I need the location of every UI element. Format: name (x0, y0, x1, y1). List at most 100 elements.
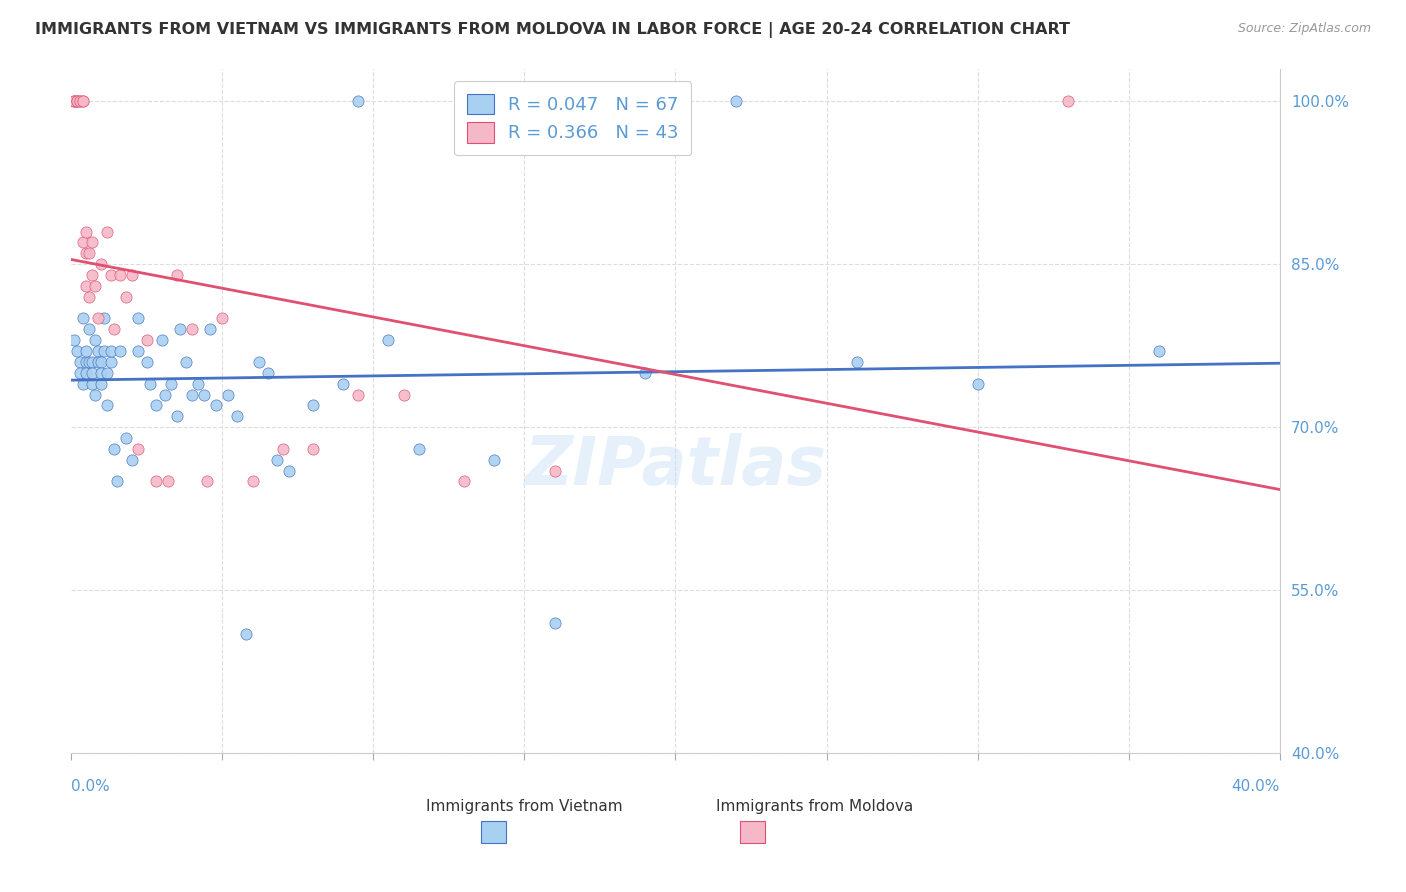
Point (84, 387, 107, 401)
Point (96, 366, 118, 380)
Point (84, 333, 107, 347)
Point (90, 257, 112, 271)
Point (87, 344, 110, 359)
Point (195, 475, 218, 489)
Point (93, 311, 115, 326)
Point (93, 344, 115, 359)
Point (453, 475, 475, 489)
Point (392, 387, 415, 401)
Point (174, 355, 197, 369)
Point (108, 268, 131, 282)
Point (543, 615, 565, 630)
Point (139, 376, 162, 391)
Text: Source: ZipAtlas.com: Source: ZipAtlas.com (1237, 22, 1371, 36)
Point (145, 399, 167, 413)
Point (217, 387, 239, 401)
Point (256, 366, 278, 380)
Point (377, 333, 399, 347)
Point (347, 94, 370, 108)
Legend: R = 0.047   N = 67, R = 0.366   N = 43: R = 0.047 N = 67, R = 0.366 N = 43 (454, 81, 692, 155)
Point (145, 475, 167, 489)
Point (121, 268, 143, 282)
Point (166, 268, 188, 282)
Point (181, 387, 204, 401)
Point (242, 475, 264, 489)
Point (90, 366, 112, 380)
Point (82, 355, 104, 369)
Point (105, 475, 128, 489)
Point (187, 376, 209, 391)
Point (845, 355, 868, 369)
Point (72, 235, 94, 250)
Point (103, 442, 125, 456)
Point (100, 344, 122, 359)
Point (193, 387, 215, 401)
Point (247, 355, 270, 369)
Point (63, 94, 86, 108)
Point (96, 399, 118, 413)
Point (1057, 94, 1080, 108)
Point (63, 94, 86, 108)
Point (63, 333, 86, 347)
Point (966, 376, 988, 391)
Point (271, 442, 294, 456)
Point (347, 387, 370, 401)
Point (82, 268, 104, 282)
Point (114, 290, 136, 304)
Point (135, 355, 157, 369)
Point (66, 94, 89, 108)
Point (135, 333, 157, 347)
Point (69, 366, 91, 380)
Point (75, 246, 97, 260)
Point (79, 246, 101, 260)
Point (114, 431, 136, 445)
Point (1147, 344, 1170, 359)
Point (226, 409, 249, 424)
Text: 40.0%: 40.0% (1232, 779, 1279, 794)
Point (72, 94, 94, 108)
Point (72, 94, 94, 108)
Point (211, 311, 233, 326)
Point (75, 355, 97, 369)
Point (408, 442, 430, 456)
Point (63, 94, 86, 108)
Point (205, 399, 228, 413)
Point (87, 311, 110, 326)
Point (75, 225, 97, 239)
Point (235, 626, 257, 640)
Point (72, 311, 94, 326)
Point (75, 344, 97, 359)
Point (127, 311, 149, 326)
Point (332, 376, 354, 391)
Point (121, 452, 143, 467)
Point (87, 355, 110, 369)
Point (69, 94, 91, 108)
Point (66, 94, 89, 108)
Point (127, 344, 149, 359)
Point (277, 464, 299, 478)
Point (69, 94, 91, 108)
Point (482, 452, 505, 467)
Point (66, 94, 89, 108)
Point (69, 355, 91, 369)
Point (103, 322, 125, 336)
Point (100, 268, 122, 282)
Point (634, 366, 657, 380)
Point (79, 290, 101, 304)
Text: ZIPatlas: ZIPatlas (524, 433, 827, 499)
Point (82, 235, 104, 250)
Point (75, 278, 97, 293)
Point (108, 344, 131, 359)
Point (79, 355, 101, 369)
Point (166, 409, 188, 424)
Point (302, 399, 325, 413)
Point (82, 366, 104, 380)
Point (72, 376, 94, 391)
Point (160, 376, 183, 391)
Text: 0.0%: 0.0% (72, 779, 110, 794)
Point (724, 94, 747, 108)
Point (181, 322, 204, 336)
Point (156, 475, 179, 489)
Text: Immigrants from Moldova: Immigrants from Moldova (716, 799, 912, 814)
Point (84, 278, 107, 293)
